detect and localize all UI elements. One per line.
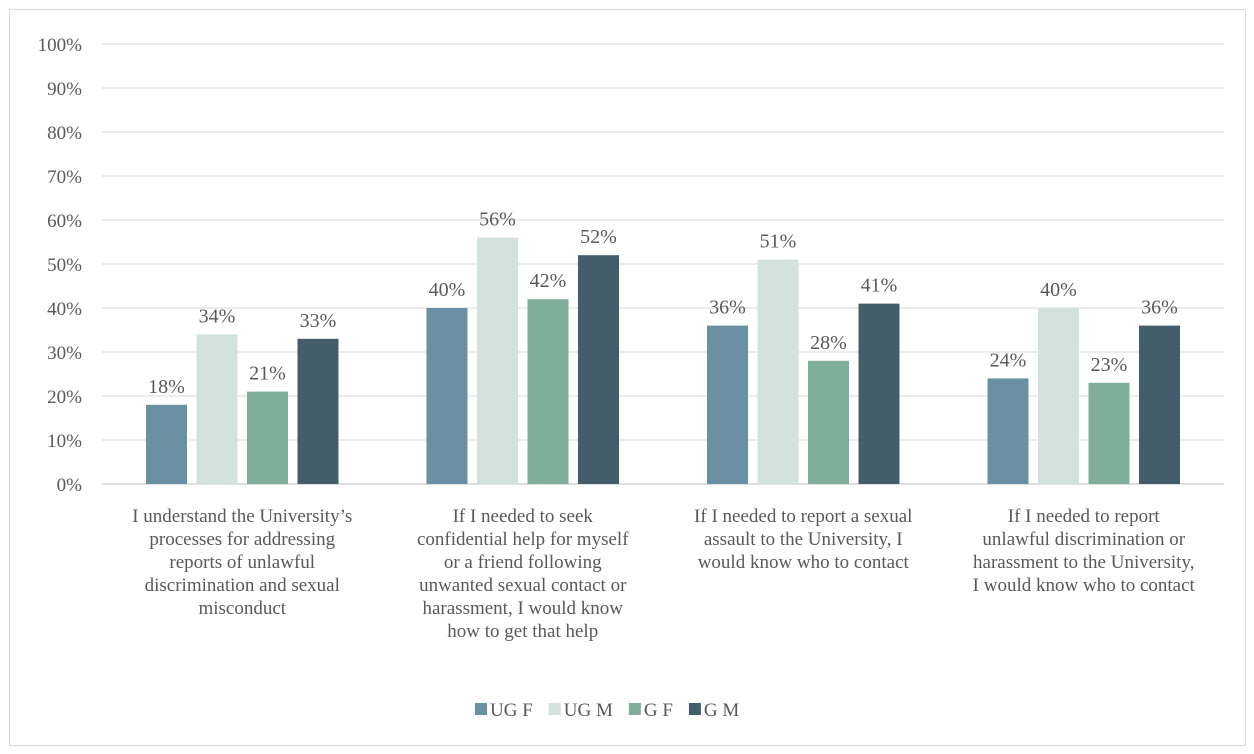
- y-tick-label: 80%: [47, 123, 82, 144]
- y-tick-label: 70%: [47, 167, 82, 188]
- category-label: or a friend following: [444, 552, 602, 573]
- y-tick-label: 50%: [47, 255, 82, 276]
- data-label: 24%: [990, 349, 1027, 371]
- bar: [297, 338, 339, 484]
- y-tick-label: 30%: [47, 343, 82, 364]
- bar: [1038, 308, 1079, 484]
- data-label: 34%: [199, 305, 236, 327]
- category-label: confidential help for myself: [417, 529, 629, 550]
- data-label: 21%: [249, 363, 286, 385]
- y-tick-label: 100%: [38, 35, 83, 56]
- legend-swatch: [628, 703, 641, 715]
- legend-label: UG F: [490, 700, 533, 721]
- category-label: assault to the University, I: [704, 529, 903, 550]
- data-label: 40%: [429, 279, 466, 301]
- bar: [578, 255, 619, 484]
- y-tick-label: 90%: [47, 79, 82, 100]
- data-label: 40%: [1040, 279, 1077, 301]
- category-label: harassment, I would know: [422, 598, 623, 619]
- bar: [146, 404, 187, 484]
- data-label: 41%: [861, 275, 898, 297]
- data-label: 18%: [148, 376, 185, 398]
- data-label: 28%: [810, 332, 847, 354]
- category-label: If I needed to seek: [453, 506, 594, 527]
- legend-swatch: [475, 703, 487, 715]
- category-label: unwanted sexual contact or: [419, 575, 627, 596]
- category-label: how to get that help: [447, 621, 598, 642]
- data-label: 42%: [530, 270, 567, 292]
- bar: [808, 360, 849, 484]
- data-label: 23%: [1091, 354, 1128, 376]
- bar: [527, 299, 569, 484]
- bar: [707, 325, 748, 484]
- legend-label: UG M: [564, 700, 613, 721]
- legend-swatch: [688, 703, 701, 715]
- category-label: If I needed to report a sexual: [694, 506, 912, 527]
- bar: [247, 391, 288, 484]
- legend-label: G F: [644, 700, 673, 721]
- bar: [987, 378, 1029, 484]
- bar: [1139, 325, 1180, 484]
- y-tick-label: 20%: [47, 387, 82, 408]
- bar: [858, 303, 900, 484]
- data-label: 52%: [580, 226, 617, 248]
- category-label: If I needed to report: [1008, 506, 1161, 527]
- category-label: harassment to the University,: [973, 552, 1194, 573]
- category-label: unlawful discrimination or: [982, 529, 1185, 550]
- category-label: discrimination and sexual: [145, 575, 340, 596]
- bar: [426, 308, 468, 484]
- category-label: reports of unlawful: [169, 552, 315, 573]
- legend-label: G M: [704, 700, 739, 721]
- category-label: processes for addressing: [149, 529, 335, 550]
- y-tick-label: 10%: [47, 431, 82, 452]
- data-label: 33%: [300, 310, 337, 332]
- category-label: I would know who to contact: [973, 575, 1196, 596]
- bar: [196, 334, 238, 484]
- y-tick-label: 0%: [57, 475, 83, 496]
- category-label: misconduct: [198, 598, 286, 619]
- bar: [1088, 382, 1130, 484]
- bar: [477, 237, 518, 484]
- legend-swatch: [548, 703, 561, 715]
- data-label: 56%: [479, 209, 516, 231]
- data-label: 36%: [709, 297, 746, 319]
- y-tick-label: 40%: [47, 299, 82, 320]
- y-tick-label: 60%: [47, 211, 82, 232]
- bar: [757, 259, 799, 484]
- data-label: 51%: [760, 231, 797, 253]
- category-label: would know who to contact: [698, 552, 910, 573]
- data-label: 36%: [1141, 297, 1178, 319]
- category-label: I understand the University’s: [132, 506, 352, 527]
